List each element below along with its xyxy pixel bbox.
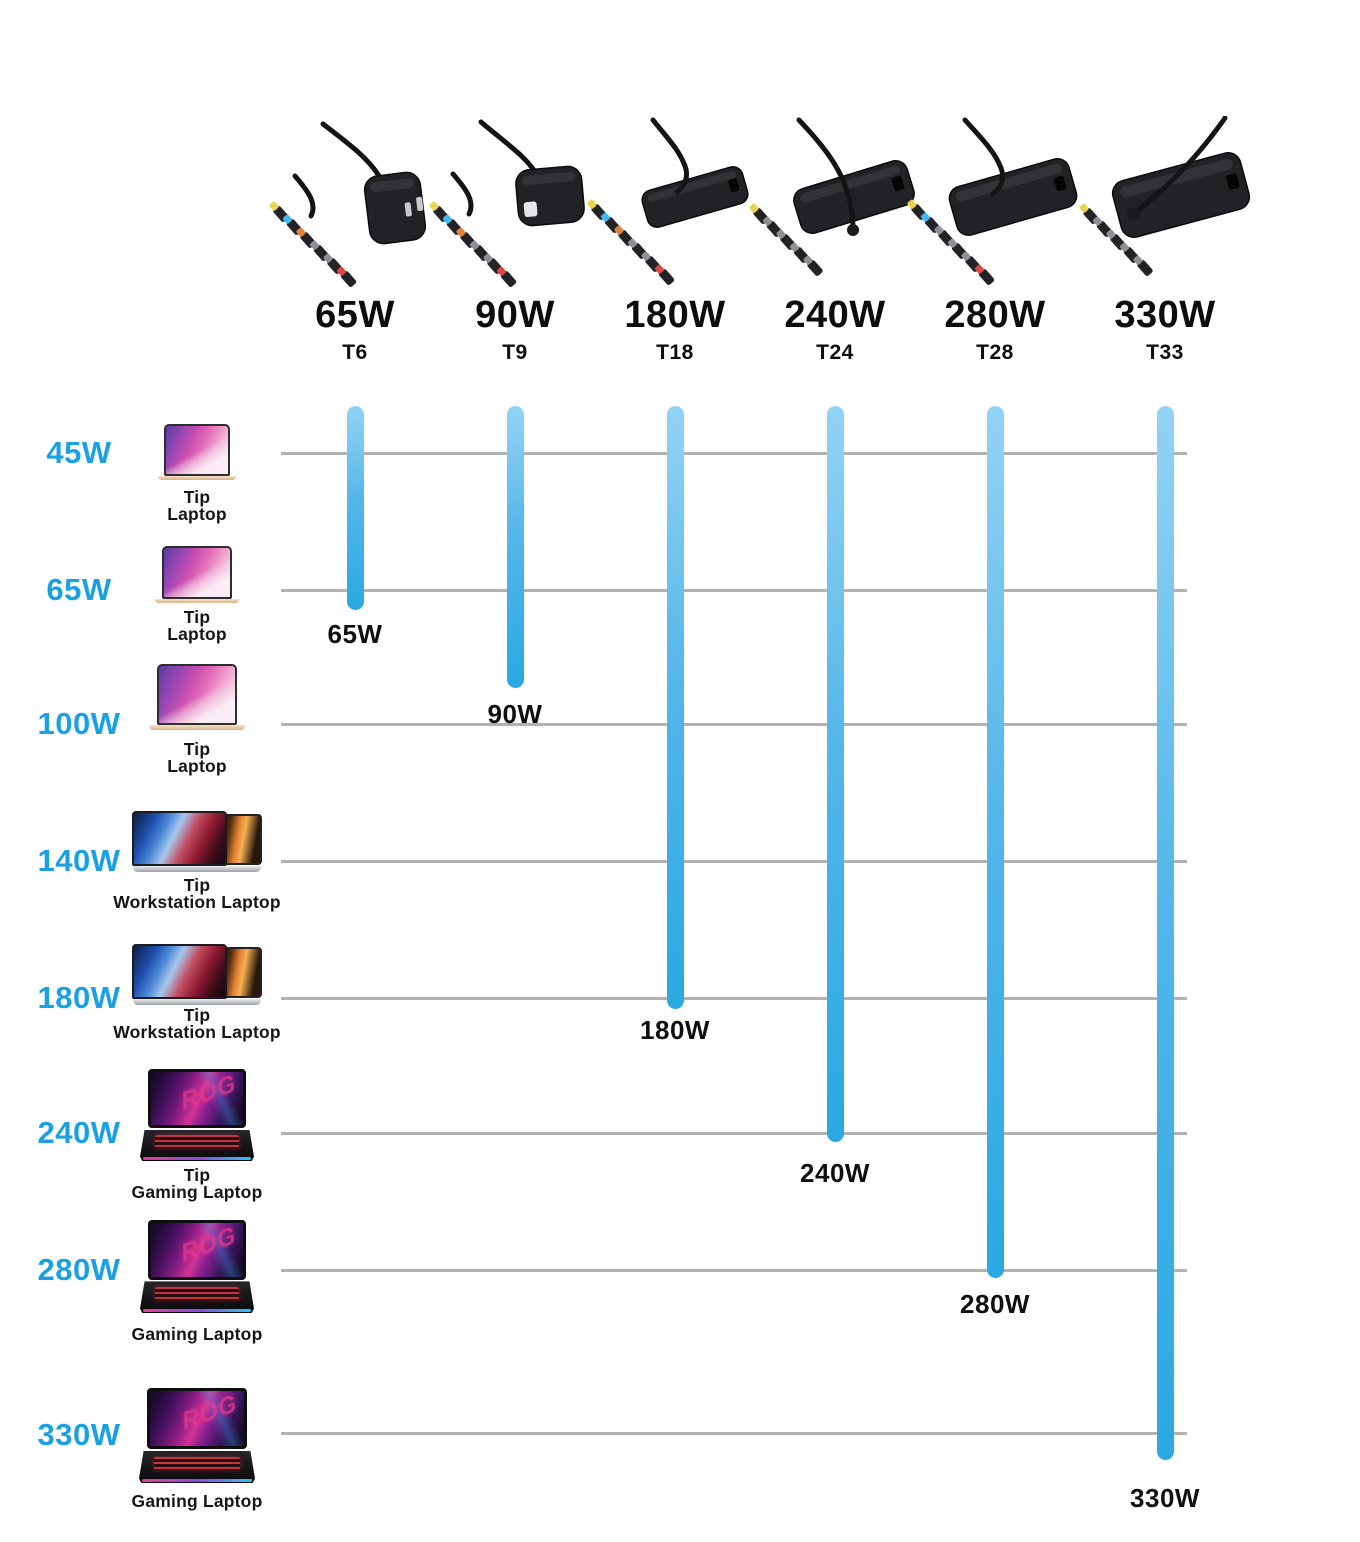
compatibility-bar-t18 (667, 406, 684, 1009)
adapter-watt-label: 280W (944, 294, 1046, 336)
adapter-model-label: T18 (656, 341, 694, 364)
laptop-screen (164, 424, 230, 477)
gridline-100w (281, 723, 1187, 726)
adapter-image-t6 (267, 121, 427, 288)
adapter-watt-label: 180W (624, 294, 726, 336)
laptop-base (140, 1129, 254, 1161)
keyboard (154, 1287, 240, 1301)
row-caption: Tip Laptop (167, 487, 227, 524)
row-caption: Gaming Laptop (131, 1491, 263, 1511)
compatibility-bar-t28 (987, 406, 1004, 1278)
axis-label-65w: 65W (46, 572, 112, 607)
gaming-laptop-image: ROG (140, 1069, 254, 1161)
workstation-laptop-image (132, 943, 262, 1005)
bar-end-label: 90W (487, 699, 543, 729)
row-caption: Tip Workstation Laptop (113, 1005, 281, 1042)
laptop-base (158, 476, 236, 480)
rgb-light-strip (142, 1479, 252, 1482)
laptop-base (133, 866, 261, 872)
laptop-screen (161, 546, 233, 600)
axis-label-45w: 45W (46, 435, 112, 470)
adapter-watt-label: 330W (1114, 294, 1216, 336)
axis-label-180w: 180W (37, 980, 121, 1015)
laptop-screen: ROG (147, 1388, 247, 1450)
axis-label-100w: 100W (37, 706, 121, 741)
rgb-light-strip (143, 1157, 251, 1160)
bar-end-label: 180W (640, 1015, 710, 1045)
bar-end-label: 330W (1130, 1483, 1200, 1513)
row-caption: Gaming Laptop (131, 1324, 263, 1344)
compatibility-bar-t33 (1157, 406, 1174, 1460)
screen-art-text: ROG (179, 1389, 240, 1436)
compatibility-bar-t9 (507, 406, 524, 688)
laptop-base (149, 725, 245, 730)
adapter-watt-label: 90W (475, 294, 555, 336)
gridline-140w (281, 860, 1187, 863)
laptop-screen: ROG (147, 1220, 247, 1280)
row-caption: Tip Gaming Laptop (131, 1165, 263, 1202)
adapter-image-t9 (427, 119, 585, 288)
gridline-180w (281, 997, 1187, 1000)
screen-art-text: ROG (178, 1069, 239, 1117)
laptop-screen (132, 811, 227, 867)
gaming-laptop-image: ROG (139, 1388, 255, 1483)
adapter-model-label: T6 (342, 341, 368, 364)
adapter-model-label: T33 (1146, 341, 1184, 364)
bar-end-label: 65W (327, 619, 383, 649)
adapter-image-t28 (905, 117, 1078, 286)
keyboard (154, 1456, 240, 1471)
workstation-laptop-image (132, 810, 262, 872)
screen-art-text: ROG (178, 1220, 239, 1268)
thin-laptop-image (155, 546, 239, 603)
adapter-image-t24 (747, 117, 915, 277)
laptop-base (155, 599, 239, 603)
row-caption: Tip Workstation Laptop (113, 875, 281, 912)
gridline-45w (281, 452, 1187, 455)
gridline-240w (281, 1132, 1187, 1135)
compatibility-bar-t24 (827, 406, 844, 1142)
laptop-base (133, 999, 261, 1005)
thin-laptop-image (158, 424, 236, 480)
adapter-image-t33 (1077, 116, 1251, 277)
laptop-screen (156, 664, 238, 726)
laptop-base (139, 1450, 255, 1483)
gaming-laptop-image: ROG (140, 1220, 254, 1313)
thin-laptop-image (149, 664, 245, 730)
gridline-280w (281, 1269, 1187, 1272)
axis-label-330w: 330W (37, 1417, 121, 1452)
gridline-65w (281, 589, 1187, 592)
row-caption: Tip Laptop (167, 739, 227, 776)
adapter-watt-label: 65W (315, 294, 395, 336)
row-caption: Tip Laptop (167, 607, 227, 644)
adapter-model-label: T24 (816, 341, 854, 364)
axis-label-140w: 140W (37, 843, 121, 878)
laptop-screen (132, 944, 227, 1000)
bar-end-label: 240W (800, 1158, 870, 1188)
adapter-watt-label: 240W (784, 294, 886, 336)
bar-end-label: 280W (960, 1289, 1030, 1319)
adapter-model-label: T9 (502, 341, 528, 364)
axis-label-280w: 280W (37, 1252, 121, 1287)
rgb-light-strip (143, 1309, 251, 1312)
adapter-image-t18 (585, 117, 749, 286)
compatibility-bar-t6 (347, 406, 364, 610)
laptop-base (140, 1281, 254, 1313)
axis-label-240w: 240W (37, 1115, 121, 1150)
keyboard (154, 1135, 240, 1149)
laptop-screen: ROG (147, 1069, 247, 1129)
gridline-330w (281, 1432, 1187, 1435)
adapter-model-label: T28 (976, 341, 1014, 364)
